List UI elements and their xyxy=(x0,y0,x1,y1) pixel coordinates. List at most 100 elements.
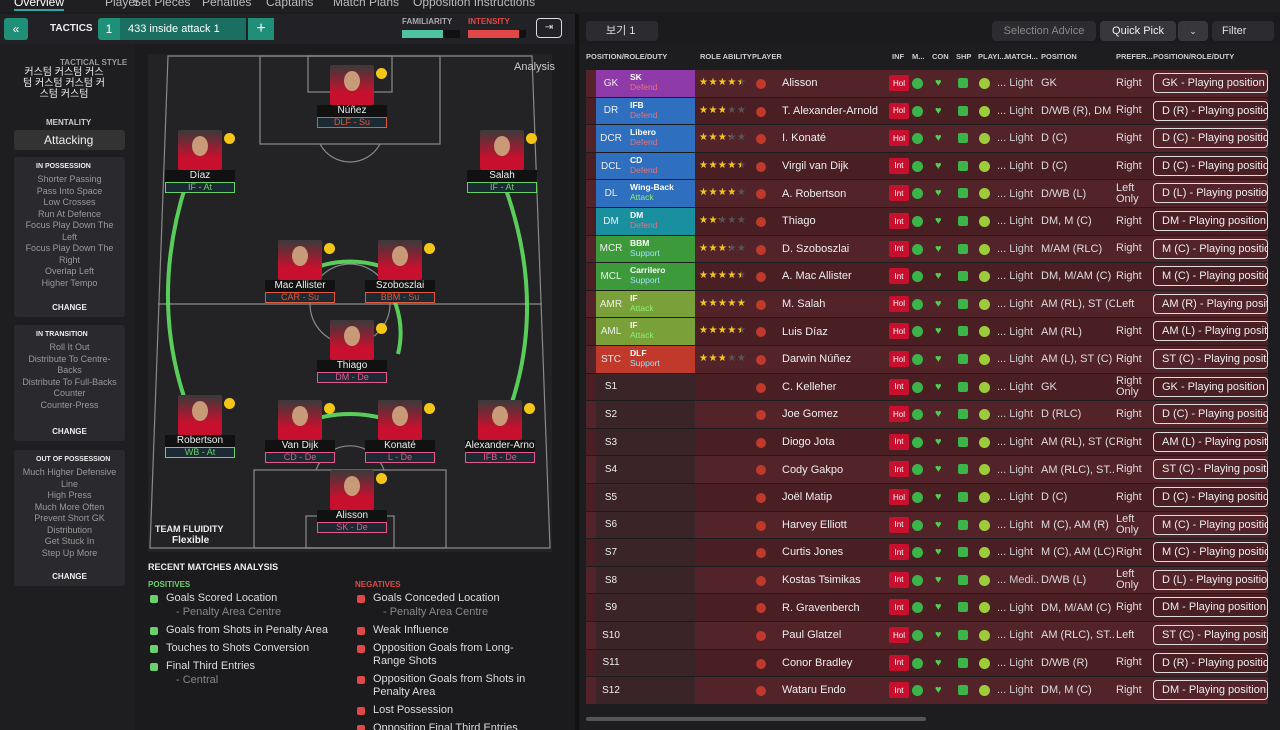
analysis-detail: - Penalty Area Centre xyxy=(176,606,282,618)
role-duty[interactable]: CD Defend xyxy=(626,152,695,180)
tab[interactable]: Penalties xyxy=(202,0,252,9)
player-name[interactable]: Robertson xyxy=(165,435,235,447)
column-header[interactable]: MATCH... xyxy=(1005,52,1038,61)
analysis-button[interactable]: Analysis xyxy=(514,61,555,73)
player-role[interactable]: DLF - Su xyxy=(317,117,387,128)
squad-row[interactable]: S2 Joe Gomez Hol ♥ ... Light D (RLC) Right D (C… xyxy=(586,401,1268,428)
slot[interactable]: 1 xyxy=(98,18,120,40)
column-header[interactable]: POSITION xyxy=(1041,52,1077,61)
player-name[interactable]: Szoboszlai xyxy=(365,280,435,292)
add-tactic[interactable]: + xyxy=(248,18,274,40)
player-name[interactable]: Van Dijk xyxy=(265,440,335,452)
column-header[interactable]: CON xyxy=(932,52,949,61)
selection-advice[interactable]: Selection Advice xyxy=(992,21,1096,41)
column-header[interactable]: M... xyxy=(912,52,925,61)
tab[interactable]: Player xyxy=(105,0,140,9)
morale-icon xyxy=(912,188,923,200)
squad-row[interactable]: S8 Kostas Tsimikas Int ♥ ... Medi... D/WB (L)… xyxy=(586,566,1268,594)
role-duty[interactable]: IFB Defend xyxy=(626,97,695,125)
tab[interactable]: Opposition Instructions xyxy=(413,0,536,9)
player-role[interactable]: IF - At xyxy=(467,182,537,193)
player-face xyxy=(292,246,308,266)
tab[interactable]: Match Plans xyxy=(333,0,400,9)
squad-row[interactable]: S9 R. Gravenberch Int ♥ ... Light DM, M/AM (C… xyxy=(586,594,1268,621)
player-role[interactable]: CAR - Su xyxy=(265,292,335,303)
player-name[interactable]: Alexander-Arnold xyxy=(465,440,535,452)
change-button[interactable]: CHANGE xyxy=(52,427,87,436)
view-select[interactable]: 보기 1 xyxy=(586,21,658,41)
column-header[interactable]: ROLE ABILITY xyxy=(700,52,752,61)
squad-row[interactable]: S10 Paul Glatzel Hol ♥ ... Light AM (RLC), ST… xyxy=(586,622,1268,649)
condition-icon: ♥ xyxy=(935,491,942,503)
tab[interactable]: Overview xyxy=(14,0,65,11)
player-role[interactable]: CD - De xyxy=(265,452,335,463)
player-name[interactable]: Díaz xyxy=(165,170,235,182)
change-button[interactable]: CHANGE xyxy=(52,572,87,581)
filter[interactable]: Filter xyxy=(1212,21,1274,41)
player-role[interactable]: WB - At xyxy=(165,447,235,458)
role-duty[interactable]: Libero Defend xyxy=(626,125,695,152)
player-name[interactable]: Thiago xyxy=(317,360,387,372)
squad-row[interactable]: S6 Harvey Elliott Int ♥ ... Light M (C), AM (… xyxy=(586,511,1268,539)
role-duty[interactable]: DLF Support xyxy=(626,346,695,373)
player-role[interactable]: IF - At xyxy=(165,182,235,193)
squad-row[interactable]: S3 Diogo Jota Int ♥ ... Light AM (RL), ST (C)… xyxy=(586,428,1268,456)
squad-row[interactable]: S12 Wataru Endo Int ♥ ... Light DM, M (C) Righ… xyxy=(586,677,1268,704)
role-duty[interactable]: DM Defend xyxy=(626,208,695,235)
tactic-select[interactable]: 433 inside attack 1 xyxy=(120,18,246,40)
role-duty[interactable]: IF Attack xyxy=(626,318,695,345)
player-name[interactable]: Salah xyxy=(467,170,537,182)
column-header[interactable]: PREFER... xyxy=(1116,52,1153,61)
role-duty[interactable]: Wing-Back Attack xyxy=(626,180,695,207)
player-name[interactable]: Núñez xyxy=(317,105,387,117)
quick-pick[interactable]: Quick Pick xyxy=(1100,21,1176,41)
squad-row[interactable]: S1 C. Kelleher Int ♥ ... Light GK Right Only GK… xyxy=(586,373,1268,401)
column-header[interactable]: INF xyxy=(892,52,905,61)
quick-pick-menu[interactable]: ⌄ xyxy=(1178,21,1208,41)
style-name[interactable]: 커스텀 커스텀 커스텀 커스텀 커스텀 커스텀 커스텀 xyxy=(23,67,105,100)
familiarity-label: FAMILIARITY xyxy=(402,17,453,26)
player-name[interactable]: Alisson xyxy=(317,510,387,522)
role-duty[interactable]: Carrilero Support xyxy=(626,263,695,290)
tab[interactable]: Captains xyxy=(266,0,314,9)
column-header[interactable]: PLAYI... xyxy=(978,52,1006,61)
player-name[interactable]: Konaté xyxy=(365,440,435,452)
role-duty[interactable]: IF Attack xyxy=(626,290,695,318)
player-role[interactable]: BBM - Su xyxy=(365,292,435,303)
player-role[interactable]: L - De xyxy=(365,452,435,463)
player-role[interactable]: DM - De xyxy=(317,372,387,383)
position-role-duty: DM - Playing position xyxy=(1153,597,1268,618)
tab[interactable]: Set Pieces xyxy=(133,0,191,9)
role-duty[interactable]: SK Defend xyxy=(626,70,695,97)
player-name[interactable]: Mac Allister xyxy=(265,280,335,292)
squad-row[interactable]: S11 Conor Bradley Int ♥ ... Light D/WB (R) Rig… xyxy=(586,649,1268,677)
player-role[interactable]: IFB - De xyxy=(465,452,535,463)
mentality-select[interactable]: Attacking xyxy=(14,130,125,150)
column-header[interactable]: SHP xyxy=(956,52,972,61)
role-duty[interactable]: BBM Support xyxy=(626,235,695,263)
player-role[interactable]: SK - De xyxy=(317,522,387,533)
morale-icon xyxy=(912,105,923,117)
export-button[interactable]: ⇥ xyxy=(536,18,562,38)
squad-row[interactable]: S4 Cody Gakpo Int ♥ ... Light AM (RLC), ST...… xyxy=(586,456,1268,483)
analysis-title[interactable]: RECENT MATCHES ANALYSIS xyxy=(148,562,279,572)
column-header[interactable]: POSITION/ROLE/DUTY xyxy=(1153,52,1235,61)
squad-row[interactable]: AMR IF Attack ★★★★★ ★★★★★ M. Salah Hol ♥... Lig… xyxy=(586,290,1268,318)
column-header[interactable]: PLAYER xyxy=(752,52,782,61)
empty-role xyxy=(626,401,695,428)
squad-row[interactable]: S5 Joël Matip Hol ♥ ... Light D (C) Right D (C)… xyxy=(586,484,1268,511)
column-header[interactable]: POSITION/ROLE/DUTY xyxy=(586,52,668,61)
collapse-button[interactable]: « xyxy=(4,18,28,40)
change-button[interactable]: CHANGE xyxy=(52,303,87,312)
squad-row[interactable]: S7 Curtis Jones Int ♥ ... Light M (C), AM (LC… xyxy=(586,539,1268,566)
